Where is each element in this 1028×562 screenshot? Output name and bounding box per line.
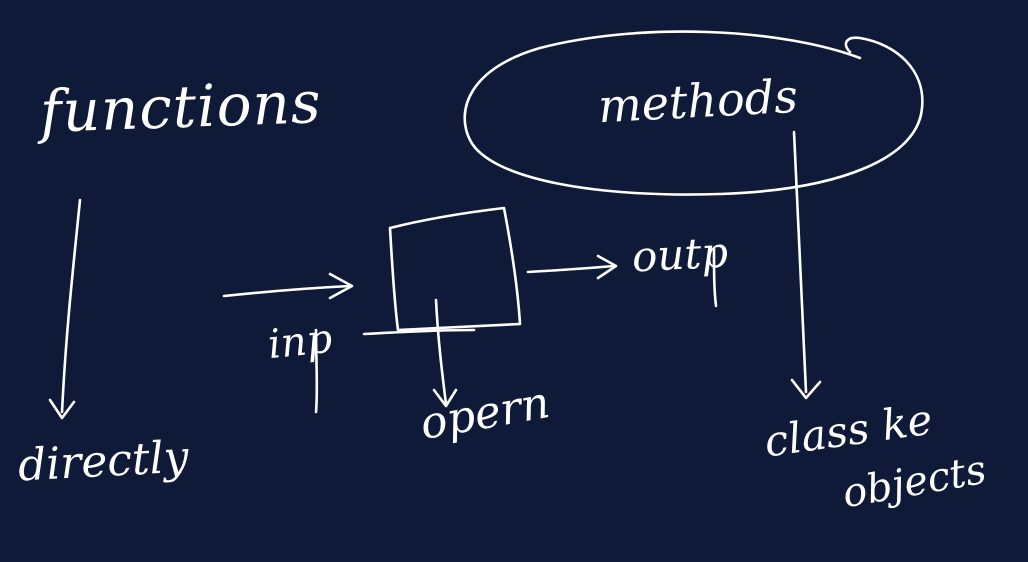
arrow-head-objects xyxy=(790,378,822,400)
label-directly: directly xyxy=(16,431,190,492)
arrow-box-to-outp xyxy=(526,264,616,274)
inp-stem xyxy=(314,328,319,414)
arrow-box-to-opern xyxy=(434,298,448,406)
label-outp: outp xyxy=(630,227,730,282)
arrow-head-directly xyxy=(48,398,76,420)
arrow-methods-to-objects xyxy=(792,130,808,394)
arrow-head-input xyxy=(328,272,354,300)
arrow-head-outp xyxy=(596,254,618,280)
arrow-functions-to-directly xyxy=(60,198,82,414)
process-box-base-extension xyxy=(362,328,476,336)
methods-ellipse xyxy=(463,30,924,196)
label-functions: functions xyxy=(38,68,323,146)
outp-stem xyxy=(712,246,718,308)
label-methods: methods xyxy=(596,68,799,134)
arrow-head-opern xyxy=(432,388,458,408)
process-box xyxy=(388,206,522,332)
arrow-input xyxy=(222,284,352,298)
label-inp: inp xyxy=(265,315,335,369)
